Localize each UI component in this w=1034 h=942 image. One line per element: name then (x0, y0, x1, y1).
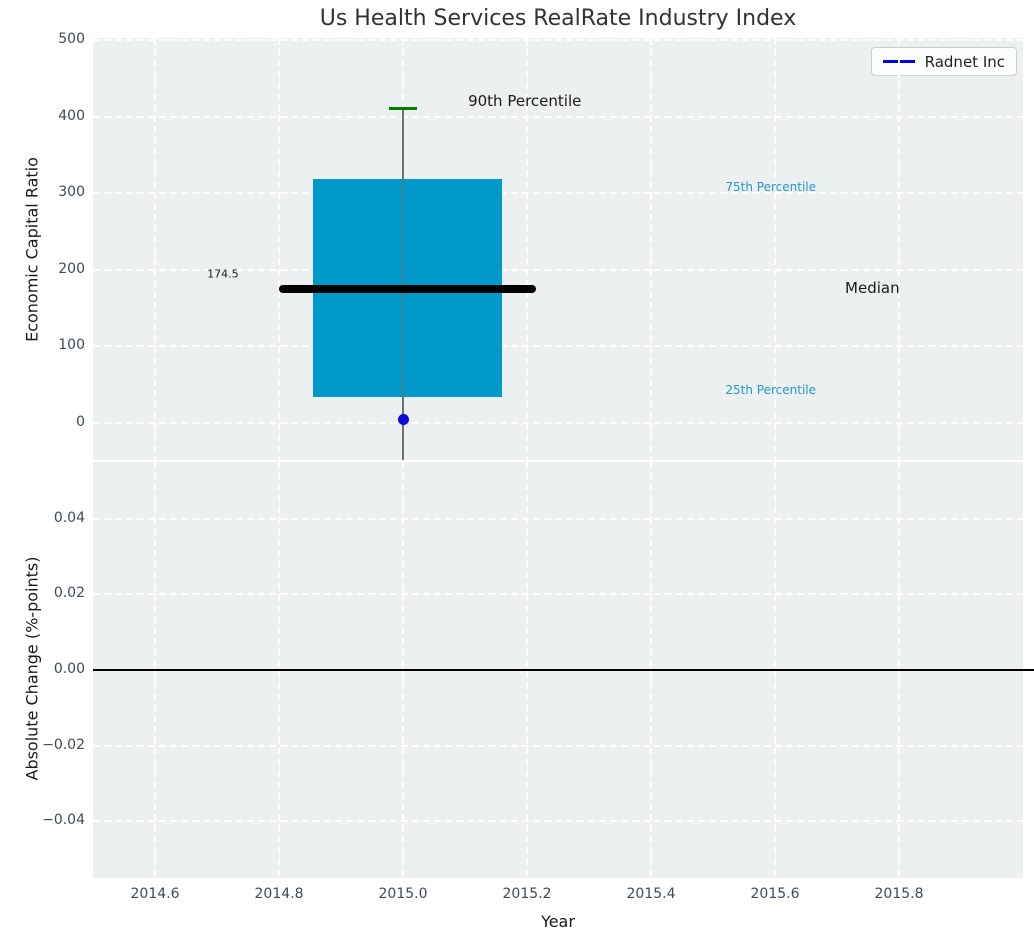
y-tick-label: 0.00 (15, 661, 85, 677)
gridline-horizontal (93, 518, 1023, 520)
y-tick-label: 200 (15, 261, 85, 277)
y-tick-label: 500 (15, 31, 85, 47)
annotation-174-5: 174.5 (207, 267, 239, 280)
x-tick-label: 2014.6 (120, 886, 190, 902)
company-point (398, 414, 409, 425)
gridline-vertical (898, 38, 900, 460)
legend-label: Radnet Inc (925, 53, 1005, 71)
y-tick-label: 400 (15, 108, 85, 124)
y-tick-label: 0 (15, 414, 85, 430)
gridline-horizontal (93, 39, 1023, 41)
y-tick-label: −0.04 (15, 812, 85, 828)
gridline-vertical (650, 38, 652, 460)
gridline-horizontal (93, 593, 1023, 595)
gridline-horizontal (93, 192, 1023, 194)
chart-figure: Us Health Services RealRate Industry Ind… (0, 0, 1034, 942)
annotation-median: Median (845, 279, 900, 297)
x-tick-label: 2015.4 (616, 886, 686, 902)
y-tick-label: 0.02 (15, 585, 85, 601)
x-tick-label: 2015.0 (368, 886, 438, 902)
x-tick-label: 2015.6 (740, 886, 810, 902)
x-axis-label: Year (93, 912, 1023, 931)
gridline-horizontal (93, 745, 1023, 747)
x-tick-label: 2014.8 (244, 886, 314, 902)
gridline-vertical (154, 38, 156, 460)
median-line (279, 285, 536, 293)
y-axis-label-top: Economic Capital Ratio (23, 150, 42, 350)
y-tick-label: −0.02 (15, 737, 85, 753)
zero-line (93, 669, 1034, 671)
annotation-25th-percentile: 25th Percentile (725, 383, 816, 397)
y-tick-label: 300 (15, 184, 85, 200)
chart-title: Us Health Services RealRate Industry Ind… (93, 6, 1023, 31)
y-tick-label: 100 (15, 337, 85, 353)
legend: Radnet Inc (871, 47, 1017, 76)
gridline-horizontal (93, 820, 1023, 822)
gridline-horizontal (93, 116, 1023, 118)
x-tick-label: 2015.2 (492, 886, 562, 902)
annotation-90th-percentile: 90th Percentile (468, 92, 581, 110)
annotation-75th-percentile: 75th Percentile (725, 180, 816, 194)
gridline-horizontal (93, 345, 1023, 347)
gridline-vertical (278, 38, 280, 460)
gridline-horizontal (93, 422, 1023, 424)
x-tick-label: 2015.8 (864, 886, 934, 902)
p90-cap (389, 107, 416, 111)
y-tick-label: 0.04 (15, 510, 85, 526)
